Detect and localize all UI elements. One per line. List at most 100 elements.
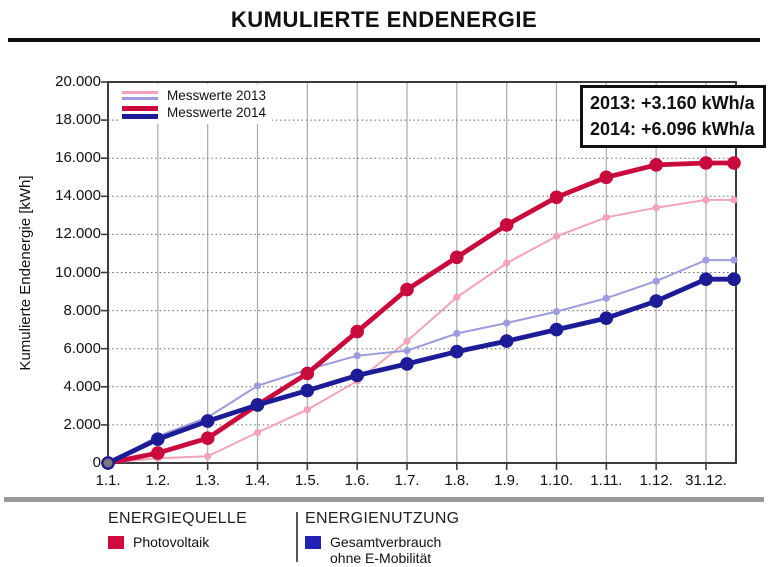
y-tick-label: 4.000 (63, 377, 101, 395)
page-title: KUMULIERTE ENDENERGIE (230, 7, 538, 32)
messwerte-2013-photovoltaik-point (453, 293, 461, 301)
messwerte-2013-gesamtverbrauch-point (730, 256, 738, 264)
gesamtverbrauch-swatch-icon (305, 536, 321, 549)
x-tick-label: 1.5. (294, 472, 320, 489)
messwerte-2014-photovoltaik-point (400, 282, 414, 297)
legend-item-2013: Messwerte 2013 (122, 88, 266, 103)
photovoltaik-label: Photovoltaik (133, 534, 210, 550)
x-tick-label: 1.10. (539, 472, 574, 489)
messwerte-2014-gesamtverbrauch-point (649, 294, 663, 308)
messwerte-2013-photovoltaik-point (303, 406, 311, 414)
y-tick-label: 10.000 (55, 263, 101, 281)
messwerte-2013-gesamtverbrauch-line (107, 259, 734, 464)
x-tick-label: 1.4. (244, 472, 271, 489)
energy-usage-item: Gesamtverbrauch ohne E-Mobilität (305, 534, 459, 566)
photovoltaik-swatch-icon (108, 536, 124, 549)
messwerte-2014-photovoltaik-point (599, 170, 614, 185)
legend-divider (296, 512, 298, 562)
y-tick-label: 16.000 (55, 149, 101, 167)
gesamtverbrauch-label-line2: ohne E-Mobilität (330, 550, 432, 566)
legend-swatch-2013 (122, 91, 158, 100)
messwerte-2013-photovoltaik-point (730, 196, 738, 204)
messwerte-2014-photovoltaik-point (151, 446, 165, 460)
x-tick-label: 1.8. (444, 472, 470, 489)
messwerte-2013-gesamtverbrauch-point (253, 382, 262, 390)
messwerte-2014-gesamtverbrauch-line (106, 276, 734, 466)
messwerte-2013-gesamtverbrauch-point (702, 256, 710, 264)
messwerte-2013-gesamtverbrauch-point (552, 308, 561, 316)
messwerte-2013-gesamtverbrauch-point (503, 319, 511, 327)
x-tick-label: 31.12. (685, 472, 727, 489)
messwerte-2013-gesamtverbrauch-point (353, 352, 361, 360)
messwerte-2014-gesamtverbrauch-point (350, 368, 365, 383)
y-tick-label: 2.000 (63, 415, 101, 433)
messwerte-2013-photovoltaik-line (107, 198, 734, 464)
chart-svg (101, 81, 741, 470)
y-tick-label: 18.000 (55, 111, 101, 129)
messwerte-2013-photovoltaik-point (253, 428, 262, 437)
messwerte-2013-gesamtverbrauch-point (602, 294, 610, 302)
messwerte-2013-photovoltaik-point (403, 337, 411, 345)
legend-line-2013-pv-icon (122, 91, 158, 94)
y-tick-label: 8.000 (63, 301, 101, 319)
origin-point (103, 458, 113, 468)
messwerte-2013-gesamtverbrauch-point (652, 277, 660, 285)
legend-item-2014: Messwerte 2014 (122, 105, 266, 120)
legend-line-2013-verbrauch-icon (122, 97, 158, 100)
annotation-2013: 2013: +3.160 kWh/a (590, 93, 755, 113)
y-tick-label: 14.000 (55, 187, 101, 205)
energy-source-column: ENERGIEQUELLE Photovoltaik (108, 510, 247, 550)
messwerte-2014-photovoltaik-point (200, 431, 215, 446)
y-tick-label: 6.000 (63, 339, 101, 357)
energy-usage-heading: ENERGIENUTZUNG (305, 510, 460, 527)
energy-source-item: Photovoltaik (108, 534, 247, 550)
messwerte-2013-photovoltaik-point (652, 204, 660, 212)
messwerte-2014-gesamtverbrauch-point (727, 272, 741, 287)
y-tick-label: 0 (92, 454, 101, 471)
x-tick-label: 1.11. (590, 472, 623, 489)
chart-legend: Messwerte 2013 Messwerte 2014 (118, 84, 273, 124)
title-rule (8, 38, 760, 42)
messwerte-2014-gesamtverbrauch-point (200, 414, 215, 428)
messwerte-2014-gesamtverbrauch-point (450, 344, 464, 359)
messwerte-2013-gesamtverbrauch-point (453, 329, 461, 338)
messwerte-2014-photovoltaik-point (450, 250, 464, 265)
energy-source-heading: ENERGIEQUELLE (108, 510, 248, 527)
messwerte-2014-gesamtverbrauch-point (699, 272, 713, 287)
plot-frame (107, 81, 737, 464)
messwerte-2014-gesamtverbrauch-point (499, 334, 514, 348)
annotation-2014: 2014: +6.096 kWh/a (590, 119, 755, 139)
messwerte-2013-photovoltaik-point (552, 232, 561, 240)
messwerte-2014-gesamtverbrauch-point (250, 398, 265, 412)
messwerte-2014-photovoltaik-point (727, 156, 741, 170)
x-tick-label: 1.6. (344, 472, 370, 489)
legend-line-2014-verbrauch-icon (122, 114, 158, 119)
x-tick-label: 1.2. (145, 472, 171, 489)
messwerte-2013-photovoltaik-point (702, 196, 710, 204)
messwerte-2014-photovoltaik-point (699, 156, 713, 170)
x-tick-label: 1.12. (639, 472, 673, 489)
x-tick-label: 1.7. (394, 472, 420, 489)
messwerte-2014-gesamtverbrauch-point (151, 432, 165, 447)
annotation-box: 2013: +3.160 kWh/a 2014: +6.096 kWh/a (580, 85, 766, 148)
messwerte-2014-gesamtverbrauch-point (300, 383, 315, 398)
legend-swatch-2014 (122, 106, 158, 119)
x-tick-label: 1.1. (95, 472, 121, 489)
x-tick-label: 1.3. (195, 472, 221, 489)
messwerte-2014-photovoltaik-point (499, 218, 514, 232)
energy-usage-column: ENERGIENUTZUNG Gesamtverbrauch ohne E-Mo… (305, 510, 459, 566)
x-tick-label: 1.9. (494, 472, 520, 489)
messwerte-2014-photovoltaik-point (649, 158, 663, 172)
legend-label-2014: Messwerte 2014 (167, 105, 267, 120)
y-tick-label: 12.000 (55, 225, 101, 243)
messwerte-2014-photovoltaik-point (350, 324, 365, 339)
messwerte-2013-gesamtverbrauch-point (403, 347, 411, 355)
bottom-separator (4, 497, 764, 502)
messwerte-2014-photovoltaik-point (300, 366, 315, 381)
messwerte-2014-gesamtverbrauch-point (400, 357, 414, 371)
messwerte-2014-photovoltaik-point (549, 190, 564, 205)
gesamtverbrauch-label-line1: Gesamtverbrauch (330, 534, 442, 550)
messwerte-2013-photovoltaik-point (503, 259, 511, 267)
messwerte-2014-photovoltaik-line (107, 160, 734, 466)
